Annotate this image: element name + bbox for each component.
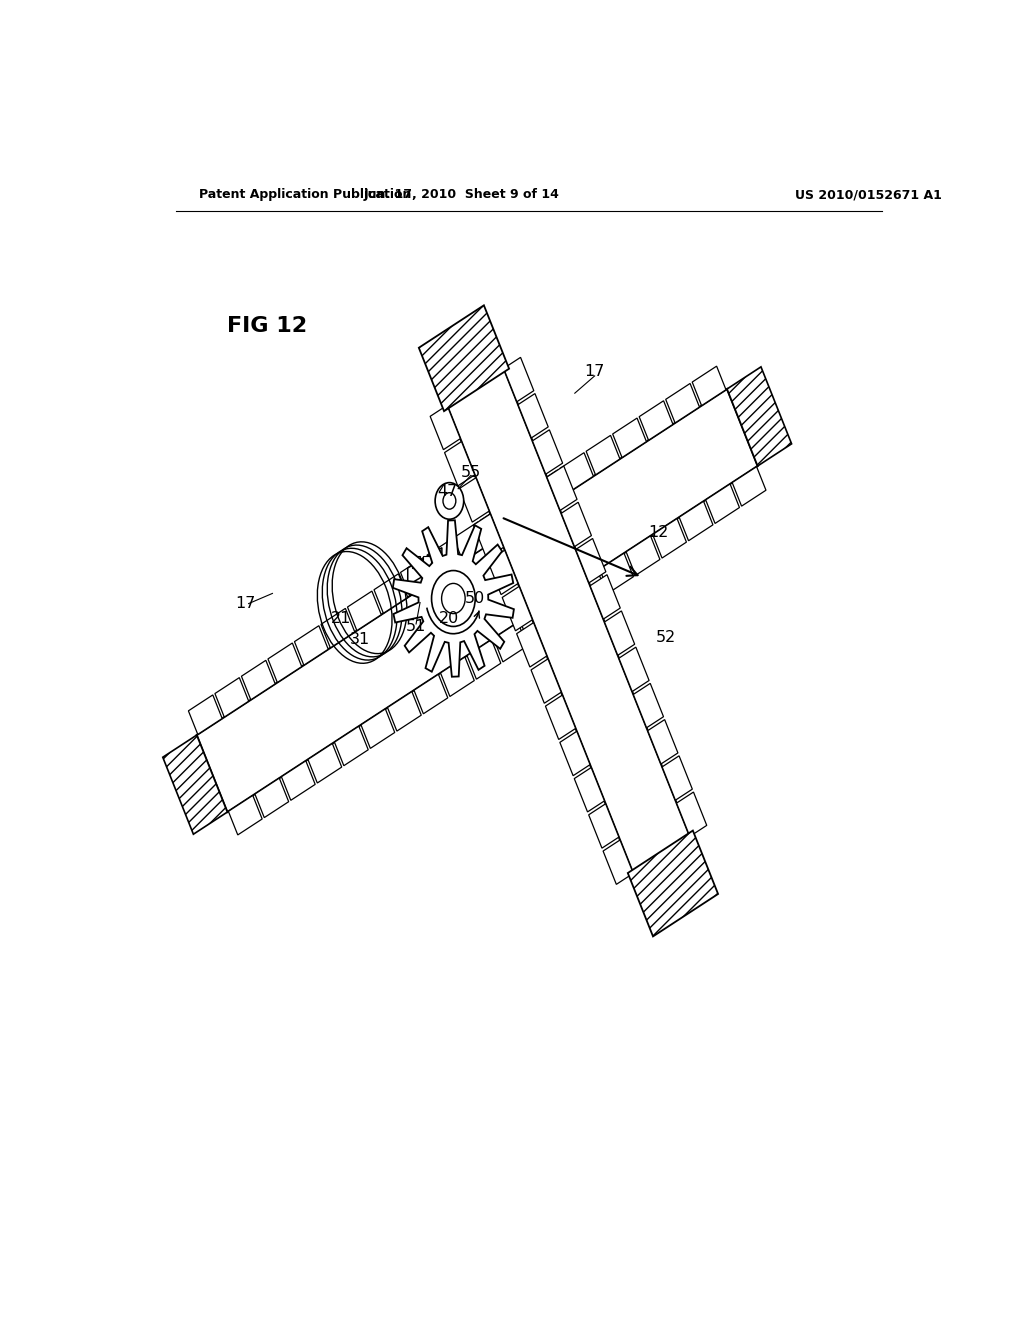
Polygon shape (440, 657, 474, 697)
Polygon shape (408, 548, 442, 585)
Text: FIG 12: FIG 12 (227, 315, 307, 337)
Polygon shape (546, 696, 575, 739)
Text: Patent Application Publication: Patent Application Publication (200, 189, 412, 202)
Polygon shape (532, 430, 562, 474)
Polygon shape (547, 587, 581, 627)
Polygon shape (467, 640, 501, 680)
Polygon shape (347, 591, 381, 631)
Polygon shape (518, 393, 548, 438)
Text: 50: 50 (465, 591, 485, 606)
Polygon shape (473, 513, 504, 558)
Polygon shape (663, 756, 692, 800)
Text: Jun. 17, 2010  Sheet 9 of 14: Jun. 17, 2010 Sheet 9 of 14 (364, 189, 559, 202)
Polygon shape (228, 796, 262, 836)
Polygon shape (634, 838, 708, 919)
Polygon shape (633, 684, 664, 727)
Polygon shape (400, 557, 434, 595)
Text: 21: 21 (331, 611, 351, 626)
Polygon shape (427, 539, 461, 578)
Polygon shape (531, 659, 561, 704)
Polygon shape (268, 643, 302, 682)
Polygon shape (547, 466, 578, 511)
Polygon shape (374, 574, 408, 614)
Polygon shape (612, 418, 646, 458)
Polygon shape (295, 626, 329, 665)
Polygon shape (444, 441, 475, 486)
Text: 52: 52 (656, 630, 676, 644)
Text: 51: 51 (406, 619, 426, 635)
Polygon shape (163, 735, 227, 834)
Polygon shape (732, 467, 766, 506)
Circle shape (443, 492, 456, 510)
Text: US 2010/0152671 A1: US 2010/0152671 A1 (795, 189, 941, 202)
Polygon shape (361, 709, 394, 748)
Polygon shape (574, 767, 604, 812)
Polygon shape (692, 366, 726, 405)
Polygon shape (282, 760, 315, 800)
Polygon shape (321, 609, 354, 648)
Polygon shape (393, 520, 514, 677)
Polygon shape (639, 401, 673, 441)
Polygon shape (429, 323, 503, 404)
Polygon shape (494, 623, 527, 661)
Polygon shape (507, 487, 541, 527)
Polygon shape (560, 453, 593, 492)
Text: 31: 31 (349, 632, 370, 647)
Circle shape (431, 570, 475, 627)
Polygon shape (604, 611, 635, 655)
Text: 17: 17 (236, 597, 256, 611)
Polygon shape (561, 502, 592, 546)
Polygon shape (188, 694, 222, 734)
Polygon shape (255, 779, 289, 817)
Polygon shape (487, 550, 518, 594)
Polygon shape (618, 647, 649, 692)
Polygon shape (666, 383, 699, 422)
Polygon shape (706, 484, 739, 524)
Polygon shape (628, 830, 718, 936)
Polygon shape (575, 539, 606, 583)
Circle shape (435, 483, 464, 519)
Circle shape (441, 583, 465, 614)
Polygon shape (242, 660, 275, 700)
Polygon shape (215, 677, 249, 717)
Polygon shape (626, 536, 659, 576)
Polygon shape (589, 804, 618, 849)
Polygon shape (459, 478, 489, 523)
Polygon shape (308, 743, 342, 783)
Polygon shape (600, 553, 634, 593)
Polygon shape (603, 840, 633, 884)
Polygon shape (504, 358, 534, 401)
Text: 20: 20 (438, 611, 459, 626)
Polygon shape (652, 519, 686, 558)
Polygon shape (434, 556, 442, 568)
Text: 17: 17 (585, 364, 605, 379)
Text: 55: 55 (461, 465, 481, 480)
Polygon shape (423, 556, 431, 568)
Polygon shape (520, 605, 554, 644)
Polygon shape (454, 521, 487, 561)
Text: 12: 12 (648, 525, 669, 540)
Polygon shape (590, 574, 621, 619)
Polygon shape (335, 726, 369, 766)
Polygon shape (679, 502, 713, 541)
Polygon shape (677, 792, 707, 837)
Polygon shape (412, 556, 420, 568)
Polygon shape (586, 436, 620, 475)
Polygon shape (517, 623, 547, 667)
Polygon shape (502, 586, 532, 631)
Polygon shape (727, 367, 792, 466)
Polygon shape (648, 719, 678, 764)
Polygon shape (446, 367, 690, 875)
Polygon shape (560, 731, 590, 776)
Polygon shape (197, 389, 758, 812)
Polygon shape (534, 470, 567, 510)
Polygon shape (480, 504, 514, 544)
Polygon shape (419, 305, 509, 411)
Polygon shape (414, 675, 447, 714)
Polygon shape (387, 692, 421, 731)
Text: 47: 47 (437, 484, 458, 499)
Polygon shape (573, 570, 607, 610)
Polygon shape (430, 405, 461, 450)
